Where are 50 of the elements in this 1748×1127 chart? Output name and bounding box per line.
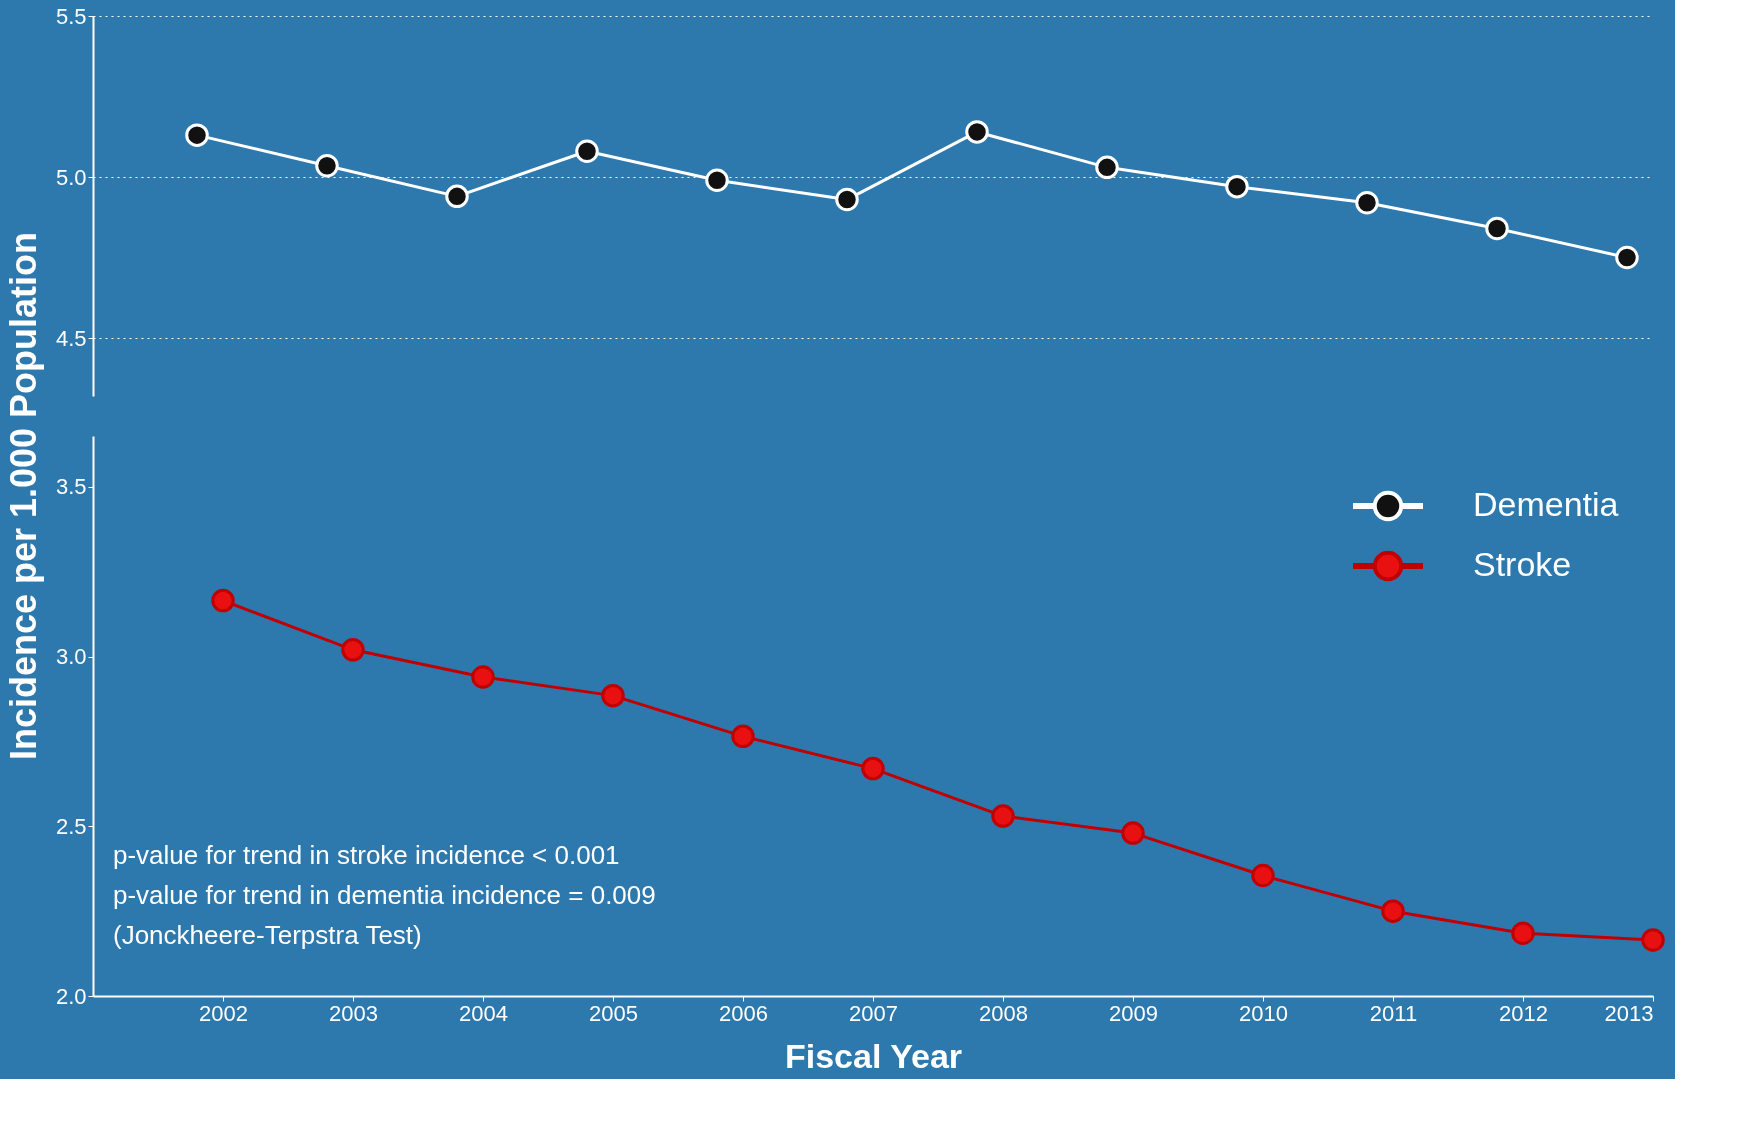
point <box>731 724 755 749</box>
point <box>1225 174 1249 199</box>
point <box>965 120 989 144</box>
point <box>341 638 365 662</box>
x-tick-label: 2007 <box>849 1000 898 1026</box>
y-tick-label: 4.5 <box>55 325 87 351</box>
x-tick-label: 2008 <box>979 1000 1028 1026</box>
point <box>445 184 469 209</box>
point <box>1615 245 1639 270</box>
y-axis-title: Incidence per 1.000 Population <box>3 231 44 761</box>
point <box>211 588 235 613</box>
x-tick-label: 2005 <box>589 1000 638 1026</box>
legend-label: Stroke <box>1473 545 1572 583</box>
point <box>1511 921 1535 945</box>
x-tick-label: 2013 <box>1604 1000 1654 1026</box>
point <box>861 756 885 781</box>
y-tick-label: 5.0 <box>55 164 87 190</box>
point <box>835 187 859 212</box>
x-tick-label: 2003 <box>329 1000 378 1026</box>
point <box>1641 928 1665 952</box>
point <box>575 139 599 163</box>
point <box>471 665 495 689</box>
y-tick-label: 2.5 <box>55 813 87 839</box>
point <box>705 168 729 192</box>
point <box>1381 899 1405 923</box>
x-tick-label: 2010 <box>1239 1000 1288 1026</box>
point <box>601 683 625 708</box>
x-tick-label: 2004 <box>459 1000 508 1026</box>
y-tick-label: 2.0 <box>55 983 87 1009</box>
point <box>1121 821 1145 845</box>
y-tick-label: 5.5 <box>55 3 87 29</box>
x-tick-label: 2009 <box>1109 1000 1158 1026</box>
x-tick-label: 2011 <box>1369 1000 1418 1026</box>
y-tick-label: 3.0 <box>55 644 87 670</box>
point <box>991 804 1015 828</box>
point <box>1355 191 1379 215</box>
x-tick-label: 2002 <box>199 1000 248 1026</box>
x-tick-label: 2006 <box>719 1000 768 1026</box>
y-tick-label: 3.5 <box>55 474 87 500</box>
annotation: p-value for trend in dementia incidence = 0.009 <box>113 880 656 910</box>
x-tick-label: 2012 <box>1499 1000 1548 1026</box>
point <box>1095 155 1119 180</box>
annotation: (Jonckheere-Terpstra Test) <box>113 920 422 950</box>
point <box>1251 863 1275 888</box>
point <box>185 123 209 147</box>
point <box>315 154 339 178</box>
point <box>1485 216 1509 241</box>
x-axis-title: Fiscal Year <box>784 1036 963 1075</box>
annotation: p-value for trend in stroke incidence < 0.001 <box>113 840 620 870</box>
legend-label: Dementia <box>1473 485 1619 523</box>
